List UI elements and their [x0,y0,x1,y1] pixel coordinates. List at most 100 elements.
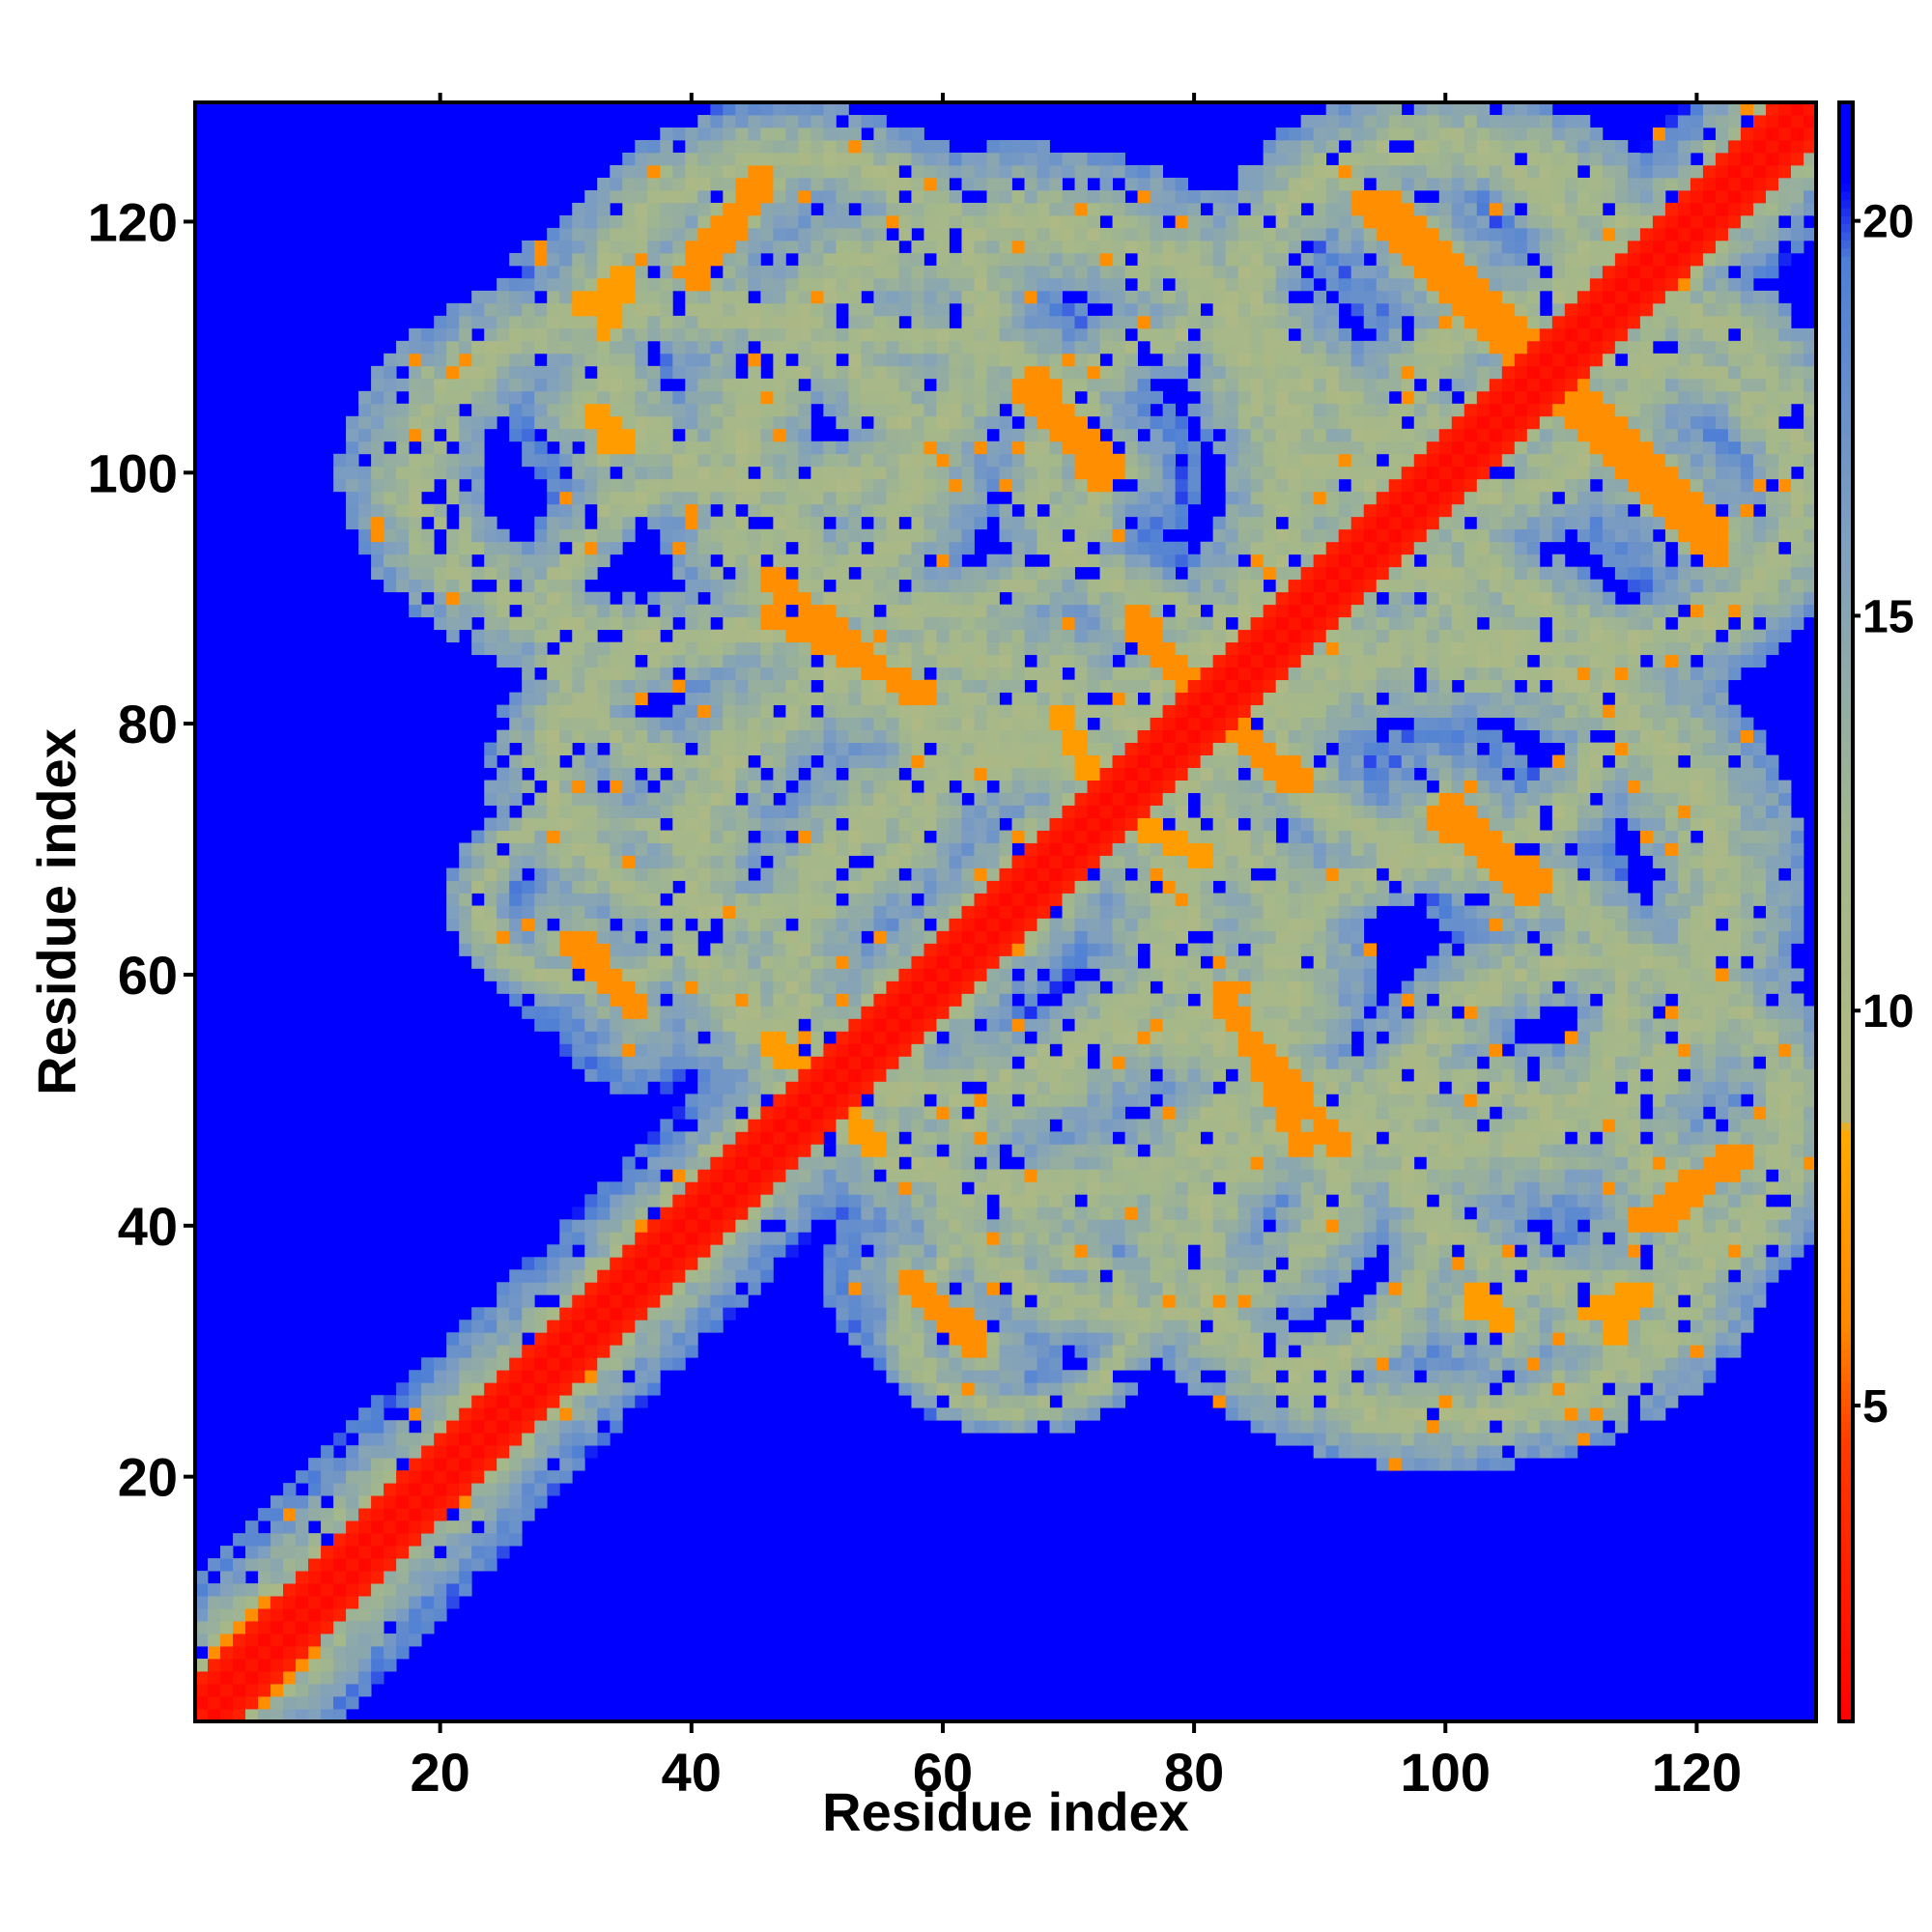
heatmap-cell [735,1257,749,1270]
heatmap-cell [1652,1294,1666,1308]
heatmap-cell [836,955,849,969]
heatmap-cell [1602,880,1616,894]
heatmap-cell [923,1407,937,1421]
heatmap-cell [949,1006,962,1019]
heatmap-cell [672,1169,686,1182]
heatmap-cell [1049,893,1063,906]
heatmap-cell [1011,918,1025,931]
heatmap-cell [1175,830,1189,843]
heatmap-cell [1363,1382,1378,1396]
heatmap-cell [1137,1307,1151,1321]
heatmap-cell [1162,905,1177,919]
heatmap-cell [358,1684,372,1697]
heatmap-cell [1401,1407,1415,1421]
heatmap-cell [1162,968,1177,981]
heatmap-cell [798,1156,811,1170]
heatmap-cell [1074,1407,1088,1421]
heatmap-cell [1024,1006,1037,1019]
heatmap-cell [1627,1307,1641,1321]
heatmap-cell [723,1043,736,1057]
heatmap-cell [1752,855,1767,868]
heatmap-cell [1476,918,1491,931]
heatmap-cell [1790,905,1804,919]
heatmap-cell [1099,805,1113,818]
heatmap-cell [484,1483,497,1496]
heatmap-cell [1577,817,1591,831]
heatmap-cell [1476,1269,1491,1283]
heatmap-cell [798,930,811,944]
heatmap-cell [1426,955,1440,969]
heatmap-cell [1551,918,1566,931]
heatmap-cell [1589,893,1604,906]
heatmap-cell [1250,1181,1264,1195]
heatmap-cell [1426,1244,1440,1258]
heatmap-cell [1162,855,1177,868]
heatmap-cell [1539,1433,1553,1446]
heatmap-cell [333,1508,347,1521]
heatmap-cell [1501,930,1516,944]
heatmap-cell [547,1382,560,1396]
heatmap-cell [1627,1382,1641,1396]
heatmap-cell [936,1156,950,1170]
heatmap-cell [283,1696,297,1710]
heatmap-cell [672,1357,686,1371]
heatmap-cell [949,1382,962,1396]
heatmap-cell [773,1018,786,1032]
heatmap-cell [559,880,573,894]
heatmap-cell [1200,1056,1214,1069]
heatmap-cell [1740,1181,1754,1195]
heatmap-cell [459,1445,472,1459]
heatmap-cell [748,980,761,994]
heatmap-cell [622,1257,636,1270]
heatmap-cell [484,1533,497,1547]
heatmap-cell [1664,1194,1679,1208]
heatmap-cell [471,955,485,969]
heatmap-cell [1074,1332,1088,1346]
heatmap-cell [522,930,535,944]
heatmap-cell [697,1181,711,1195]
heatmap-cell [1300,1370,1315,1383]
heatmap-cell [1175,1144,1189,1157]
heatmap-cell [1501,880,1516,894]
heatmap-cell [384,1433,397,1446]
heatmap-cell [848,1043,862,1057]
heatmap-cell [1526,805,1541,818]
heatmap-cell [1263,1232,1277,1245]
heatmap-cell [1690,1382,1704,1396]
heatmap-cell [1639,1006,1654,1019]
heatmap-cell [509,1520,523,1534]
heatmap-cell [1551,930,1566,944]
heatmap-cell [1577,1081,1591,1094]
heatmap-cell [1702,943,1717,956]
heatmap-cell [1639,1169,1654,1182]
heatmap-cell [1803,1056,1817,1069]
heatmap-cell [961,1119,975,1132]
heatmap-cell [1150,842,1163,856]
heatmap-cell [836,1131,849,1145]
heatmap-cell [1451,1068,1465,1082]
heatmap-cell [1263,817,1277,831]
heatmap-cell [1702,830,1717,843]
heatmap-cell [1011,1382,1025,1396]
heatmap-cell [1614,1294,1629,1308]
heatmap-cell [1250,1031,1264,1044]
heatmap-cell [898,1068,912,1082]
heatmap-cell [723,1269,736,1283]
heatmap-cell [1727,867,1742,881]
heatmap-cell [748,1081,761,1094]
heatmap-cell [195,1583,209,1597]
heatmap-cell [823,1156,837,1170]
heatmap-cell [522,955,535,969]
heatmap-cell [697,1144,711,1157]
heatmap-cell [446,867,460,881]
heatmap-cell [660,867,673,881]
heatmap-cell [1401,1320,1415,1333]
heatmap-cell [710,1106,724,1120]
heatmap-cell [974,830,987,843]
heatmap-cell [1288,1433,1302,1446]
heatmap-cell [1263,1370,1277,1383]
heatmap-cell [911,1006,924,1019]
heatmap-cell [522,1006,535,1019]
heatmap-cell [358,1533,372,1547]
heatmap-cell [923,1043,937,1057]
